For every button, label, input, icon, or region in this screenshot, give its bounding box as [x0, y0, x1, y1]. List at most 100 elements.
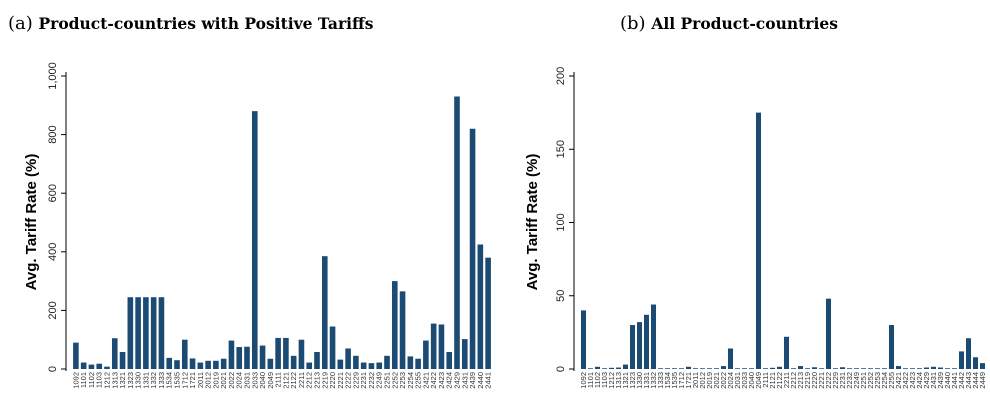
bar: [671, 368, 678, 369]
x-tick-label: 2424: [445, 372, 454, 389]
bar: [275, 337, 281, 369]
bar: [228, 340, 235, 369]
x-tick-label: 2012: [204, 372, 213, 389]
x-tick-label: 2251: [383, 372, 392, 389]
bar: [485, 257, 491, 369]
panel-b-title-text: All Product-countries: [650, 14, 838, 33]
bar: [979, 363, 986, 369]
x-tick-label: 2212: [789, 372, 798, 389]
bar: [205, 360, 211, 369]
x-tick-label: 1103: [95, 372, 104, 388]
bar: [259, 345, 266, 369]
bar: [657, 368, 664, 369]
bar: [430, 323, 437, 369]
bar: [909, 368, 916, 369]
bar: [636, 322, 643, 369]
bar: [244, 346, 250, 369]
bar: [73, 342, 79, 369]
y-tick-label: 50: [555, 290, 567, 302]
bar: [189, 358, 196, 369]
panel-a-y-axis-label: Avg. Tariff Rate (%): [23, 154, 40, 291]
x-tick-label: 2423: [437, 372, 446, 389]
x-tick-label: 2021: [219, 372, 228, 389]
x-tick-label: 2220: [810, 372, 819, 389]
x-tick-label: 1330: [635, 372, 644, 389]
x-tick-label: 2031: [243, 372, 252, 389]
bar: [748, 368, 755, 369]
x-tick-label: 2211: [297, 372, 306, 388]
x-tick-label: 2111: [274, 372, 283, 388]
bar: [353, 355, 359, 369]
x-tick-label: 1212: [607, 372, 616, 389]
x-tick-label: 2249: [375, 372, 384, 389]
x-tick-label: 2422: [901, 372, 910, 389]
x-tick-label: 2033: [250, 372, 259, 389]
x-tick-label: 2040: [747, 372, 756, 389]
x-tick-label: 2011: [196, 372, 205, 388]
bar: [762, 368, 769, 369]
bar: [477, 244, 484, 369]
x-tick-label: 2255: [887, 372, 896, 389]
bar: [337, 359, 344, 369]
bar: [895, 366, 902, 369]
bar: [958, 351, 965, 369]
x-tick-label: 2429: [453, 372, 462, 389]
bar: [692, 368, 699, 369]
panel-a-plot: 02004006008001,0001092110111021103121213…: [47, 62, 493, 388]
x-tick-label: 2121: [768, 372, 777, 389]
x-tick-label: 1323: [628, 372, 637, 389]
y-tick-label: 200: [555, 67, 567, 85]
x-tick-label: 1101: [586, 372, 595, 388]
x-tick-label: 1331: [642, 372, 651, 389]
x-tick-label: 2232: [845, 372, 854, 389]
bar: [664, 368, 671, 369]
x-tick-label: 2019: [705, 372, 714, 389]
x-tick-label: 2252: [390, 372, 399, 389]
x-tick-label: 1101: [79, 372, 88, 388]
bar: [965, 338, 972, 369]
x-tick-label: 2441: [484, 372, 493, 389]
y-tick-label: 0: [47, 366, 59, 372]
x-tick-label: 2431: [460, 372, 469, 389]
x-tick-label: 2220: [328, 372, 337, 389]
bar: [104, 366, 110, 369]
bar: [643, 314, 650, 369]
x-tick-label: 1321: [621, 372, 630, 389]
x-tick-label: 2219: [320, 372, 329, 389]
x-tick-label: 2232: [367, 372, 376, 389]
bar: [587, 368, 594, 369]
panel-a-letter: (a): [8, 13, 33, 34]
x-tick-label: 2213: [313, 372, 322, 389]
bar: [314, 352, 320, 369]
x-tick-label: 2440: [476, 372, 485, 389]
y-tick-label: 400: [47, 243, 59, 261]
bar: [306, 362, 313, 369]
x-tick-label: 2439: [468, 372, 477, 389]
bar: [916, 368, 923, 369]
bar: [96, 363, 103, 369]
x-tick-label: 2221: [817, 372, 826, 389]
x-tick-label: 2439: [936, 372, 945, 389]
x-tick-label: 2249: [852, 372, 861, 389]
bar: [166, 357, 173, 369]
x-tick-label: 2254: [406, 372, 415, 389]
bar: [267, 358, 274, 369]
bar: [818, 368, 825, 369]
bar: [699, 368, 706, 369]
x-tick-label: 2449: [978, 372, 987, 389]
bar: [461, 339, 468, 369]
x-tick-label: 2222: [824, 372, 833, 389]
bar: [446, 352, 453, 369]
x-tick-label: 1330: [134, 372, 143, 389]
x-tick-label: 2429: [922, 372, 931, 389]
bar: [741, 368, 748, 369]
bar: [329, 326, 336, 369]
bar: [283, 337, 289, 369]
x-tick-label: 1535: [670, 372, 679, 389]
x-tick-label: 2421: [894, 372, 903, 389]
x-tick-label: 2021: [712, 372, 721, 389]
x-tick-label: 1313: [614, 372, 623, 389]
bar: [629, 325, 636, 369]
x-tick-label: 2213: [796, 372, 805, 389]
y-tick-label: 600: [47, 184, 59, 202]
